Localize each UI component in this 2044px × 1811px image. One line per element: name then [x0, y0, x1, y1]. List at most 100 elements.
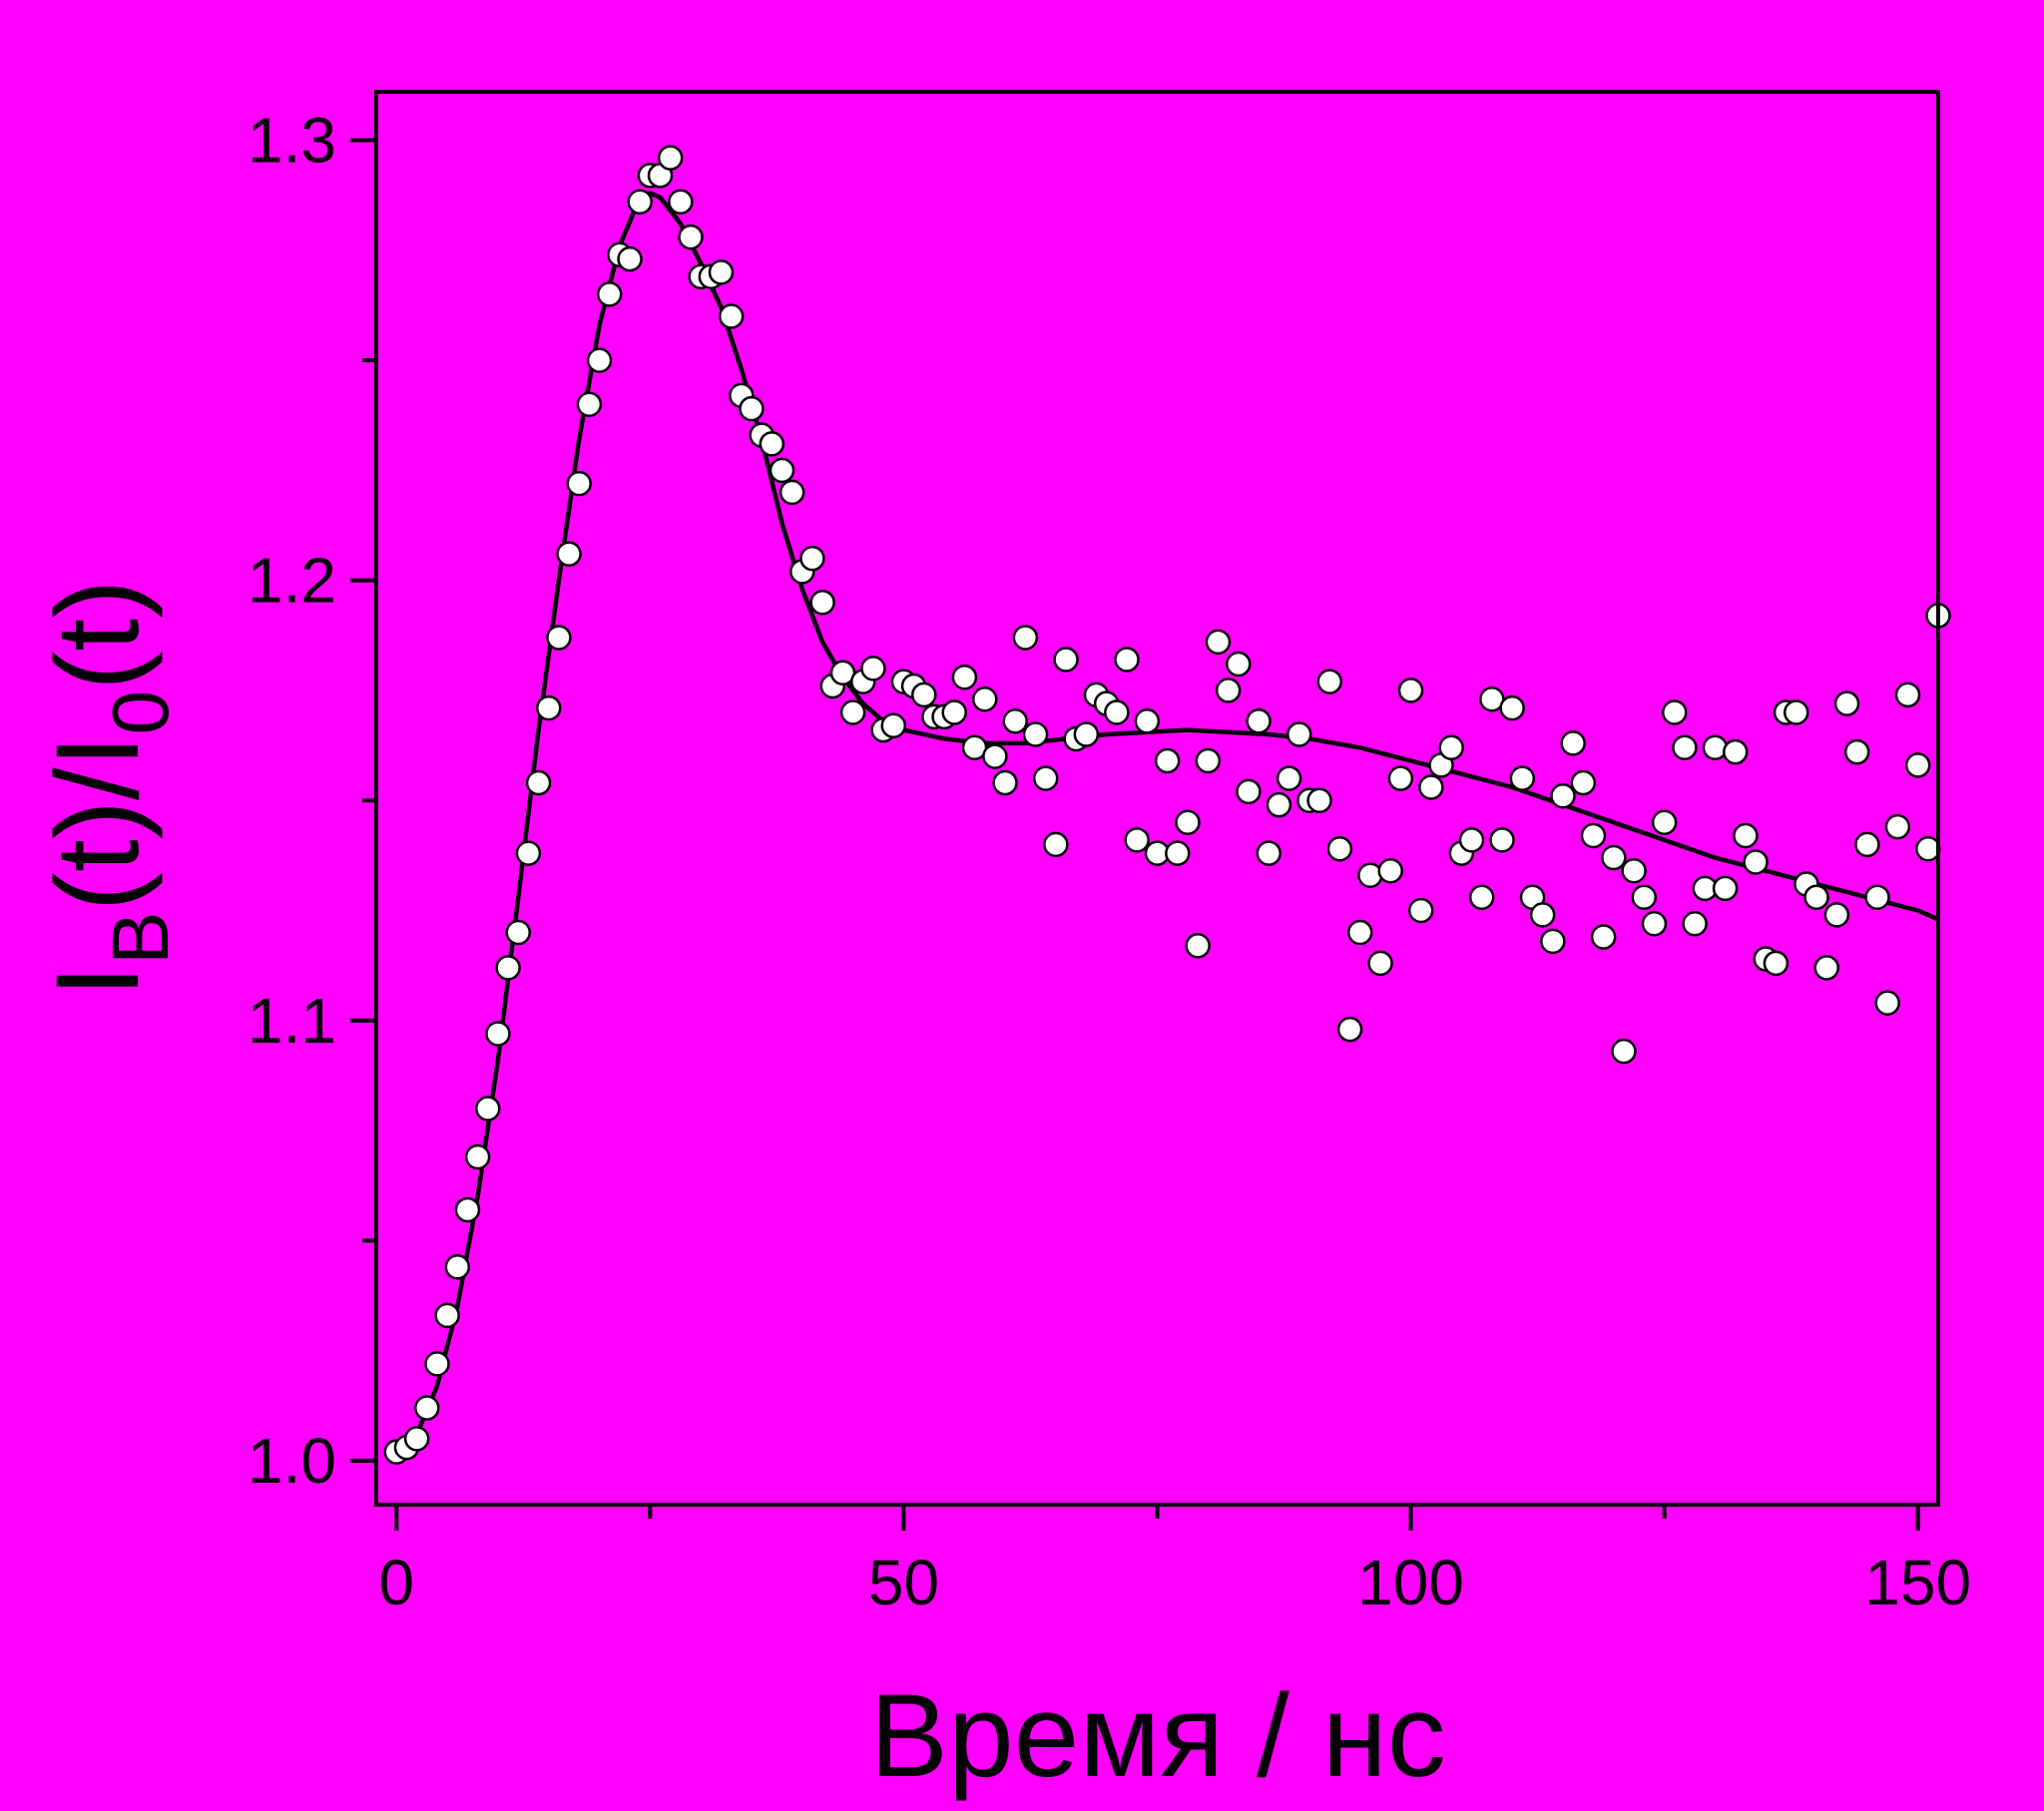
data-point — [1529, 902, 1556, 928]
data-point — [809, 589, 835, 616]
data-point — [1641, 910, 1668, 937]
data-point — [982, 743, 1008, 769]
data-point — [1763, 950, 1789, 977]
x-axis-title: Время / нс — [869, 1670, 1446, 1802]
data-point — [839, 699, 866, 725]
data-point — [759, 431, 785, 457]
data-point — [1509, 765, 1536, 791]
data-point — [1631, 884, 1658, 911]
data-point — [1894, 681, 1921, 708]
data-point — [1712, 875, 1739, 902]
data-point — [1783, 699, 1809, 725]
data-point — [941, 699, 968, 725]
data-point — [1702, 734, 1729, 761]
data-point — [1165, 840, 1191, 866]
data-point — [1205, 629, 1232, 656]
data-point — [576, 391, 603, 417]
data-point — [1743, 849, 1769, 875]
data-point — [1316, 669, 1343, 694]
x-tick-label: 0 — [379, 1547, 415, 1618]
data-points-layer — [383, 145, 1951, 1465]
data-point — [799, 545, 825, 572]
y-tick-label: 1.1 — [248, 985, 336, 1057]
x-tick-label: 50 — [868, 1547, 939, 1618]
data-point — [1336, 1016, 1363, 1043]
ticks-layer: 0 50 100 150 1.0 1.1 1.2 1.3 — [248, 105, 1971, 1618]
data-point — [1387, 765, 1414, 791]
data-point — [1185, 933, 1211, 959]
data-point — [1458, 827, 1485, 853]
data-point — [951, 664, 978, 690]
data-point — [971, 685, 998, 712]
data-point — [1499, 694, 1525, 721]
data-point — [768, 457, 795, 484]
data-point — [1124, 827, 1150, 853]
data-point — [708, 259, 735, 285]
x-tick-label: 100 — [1357, 1547, 1464, 1618]
y-tick-label: 1.2 — [248, 545, 336, 617]
y-axis-title-sub1: B — [96, 911, 185, 964]
data-point — [403, 1426, 430, 1452]
data-point — [1154, 747, 1181, 774]
data-point — [1367, 950, 1393, 977]
data-point — [1540, 928, 1566, 955]
data-point — [1053, 647, 1079, 673]
data-point — [556, 541, 582, 567]
data-point — [739, 395, 765, 422]
data-point — [1276, 765, 1302, 791]
data-point — [1601, 844, 1627, 871]
data-point — [1621, 858, 1647, 884]
data-point — [1418, 774, 1444, 800]
data-point — [1256, 840, 1282, 866]
data-point — [1864, 884, 1890, 911]
data-point — [464, 1143, 491, 1170]
data-point — [1226, 651, 1252, 678]
data-point — [1104, 699, 1130, 725]
data-point — [596, 281, 623, 307]
data-point — [1723, 738, 1749, 765]
data-point — [1833, 690, 1860, 716]
data-point — [1407, 897, 1434, 924]
data-point — [657, 145, 684, 171]
data-point — [627, 189, 653, 216]
data-point — [1286, 721, 1312, 747]
data-point — [424, 1351, 450, 1377]
data-point — [778, 479, 805, 506]
data-point — [1560, 730, 1586, 756]
data-point — [911, 681, 937, 708]
data-point — [414, 1395, 440, 1421]
data-point — [1012, 625, 1039, 651]
data-point — [1682, 910, 1708, 937]
data-point — [566, 470, 592, 497]
data-point — [1043, 831, 1069, 858]
data-point — [434, 1302, 460, 1329]
data-point — [1397, 678, 1424, 703]
data-point — [546, 625, 572, 651]
y-axis-title-mid: (t)/I — [32, 734, 164, 911]
data-point — [1246, 708, 1272, 734]
data-point — [525, 769, 552, 796]
data-point — [515, 840, 542, 866]
data-point — [536, 694, 562, 721]
y-tick-label: 1.3 — [248, 105, 336, 177]
data-point — [1843, 738, 1870, 765]
data-point — [1114, 647, 1140, 673]
data-point — [1236, 778, 1262, 805]
data-point — [1306, 787, 1332, 813]
data-point — [1733, 822, 1759, 849]
data-point — [1022, 721, 1049, 747]
y-axis-title-main: I — [32, 965, 164, 998]
data-point — [1651, 809, 1678, 836]
data-point — [992, 769, 1018, 796]
data-point — [1195, 747, 1222, 774]
y-axis-title: IB(t)/I0(t) — [32, 580, 185, 998]
data-point — [444, 1254, 471, 1280]
x-tick-label: 150 — [1864, 1547, 1971, 1618]
data-point — [586, 347, 613, 373]
data-point — [860, 656, 886, 681]
data-point — [1438, 734, 1464, 761]
data-point — [617, 245, 643, 272]
data-point — [1346, 919, 1373, 946]
